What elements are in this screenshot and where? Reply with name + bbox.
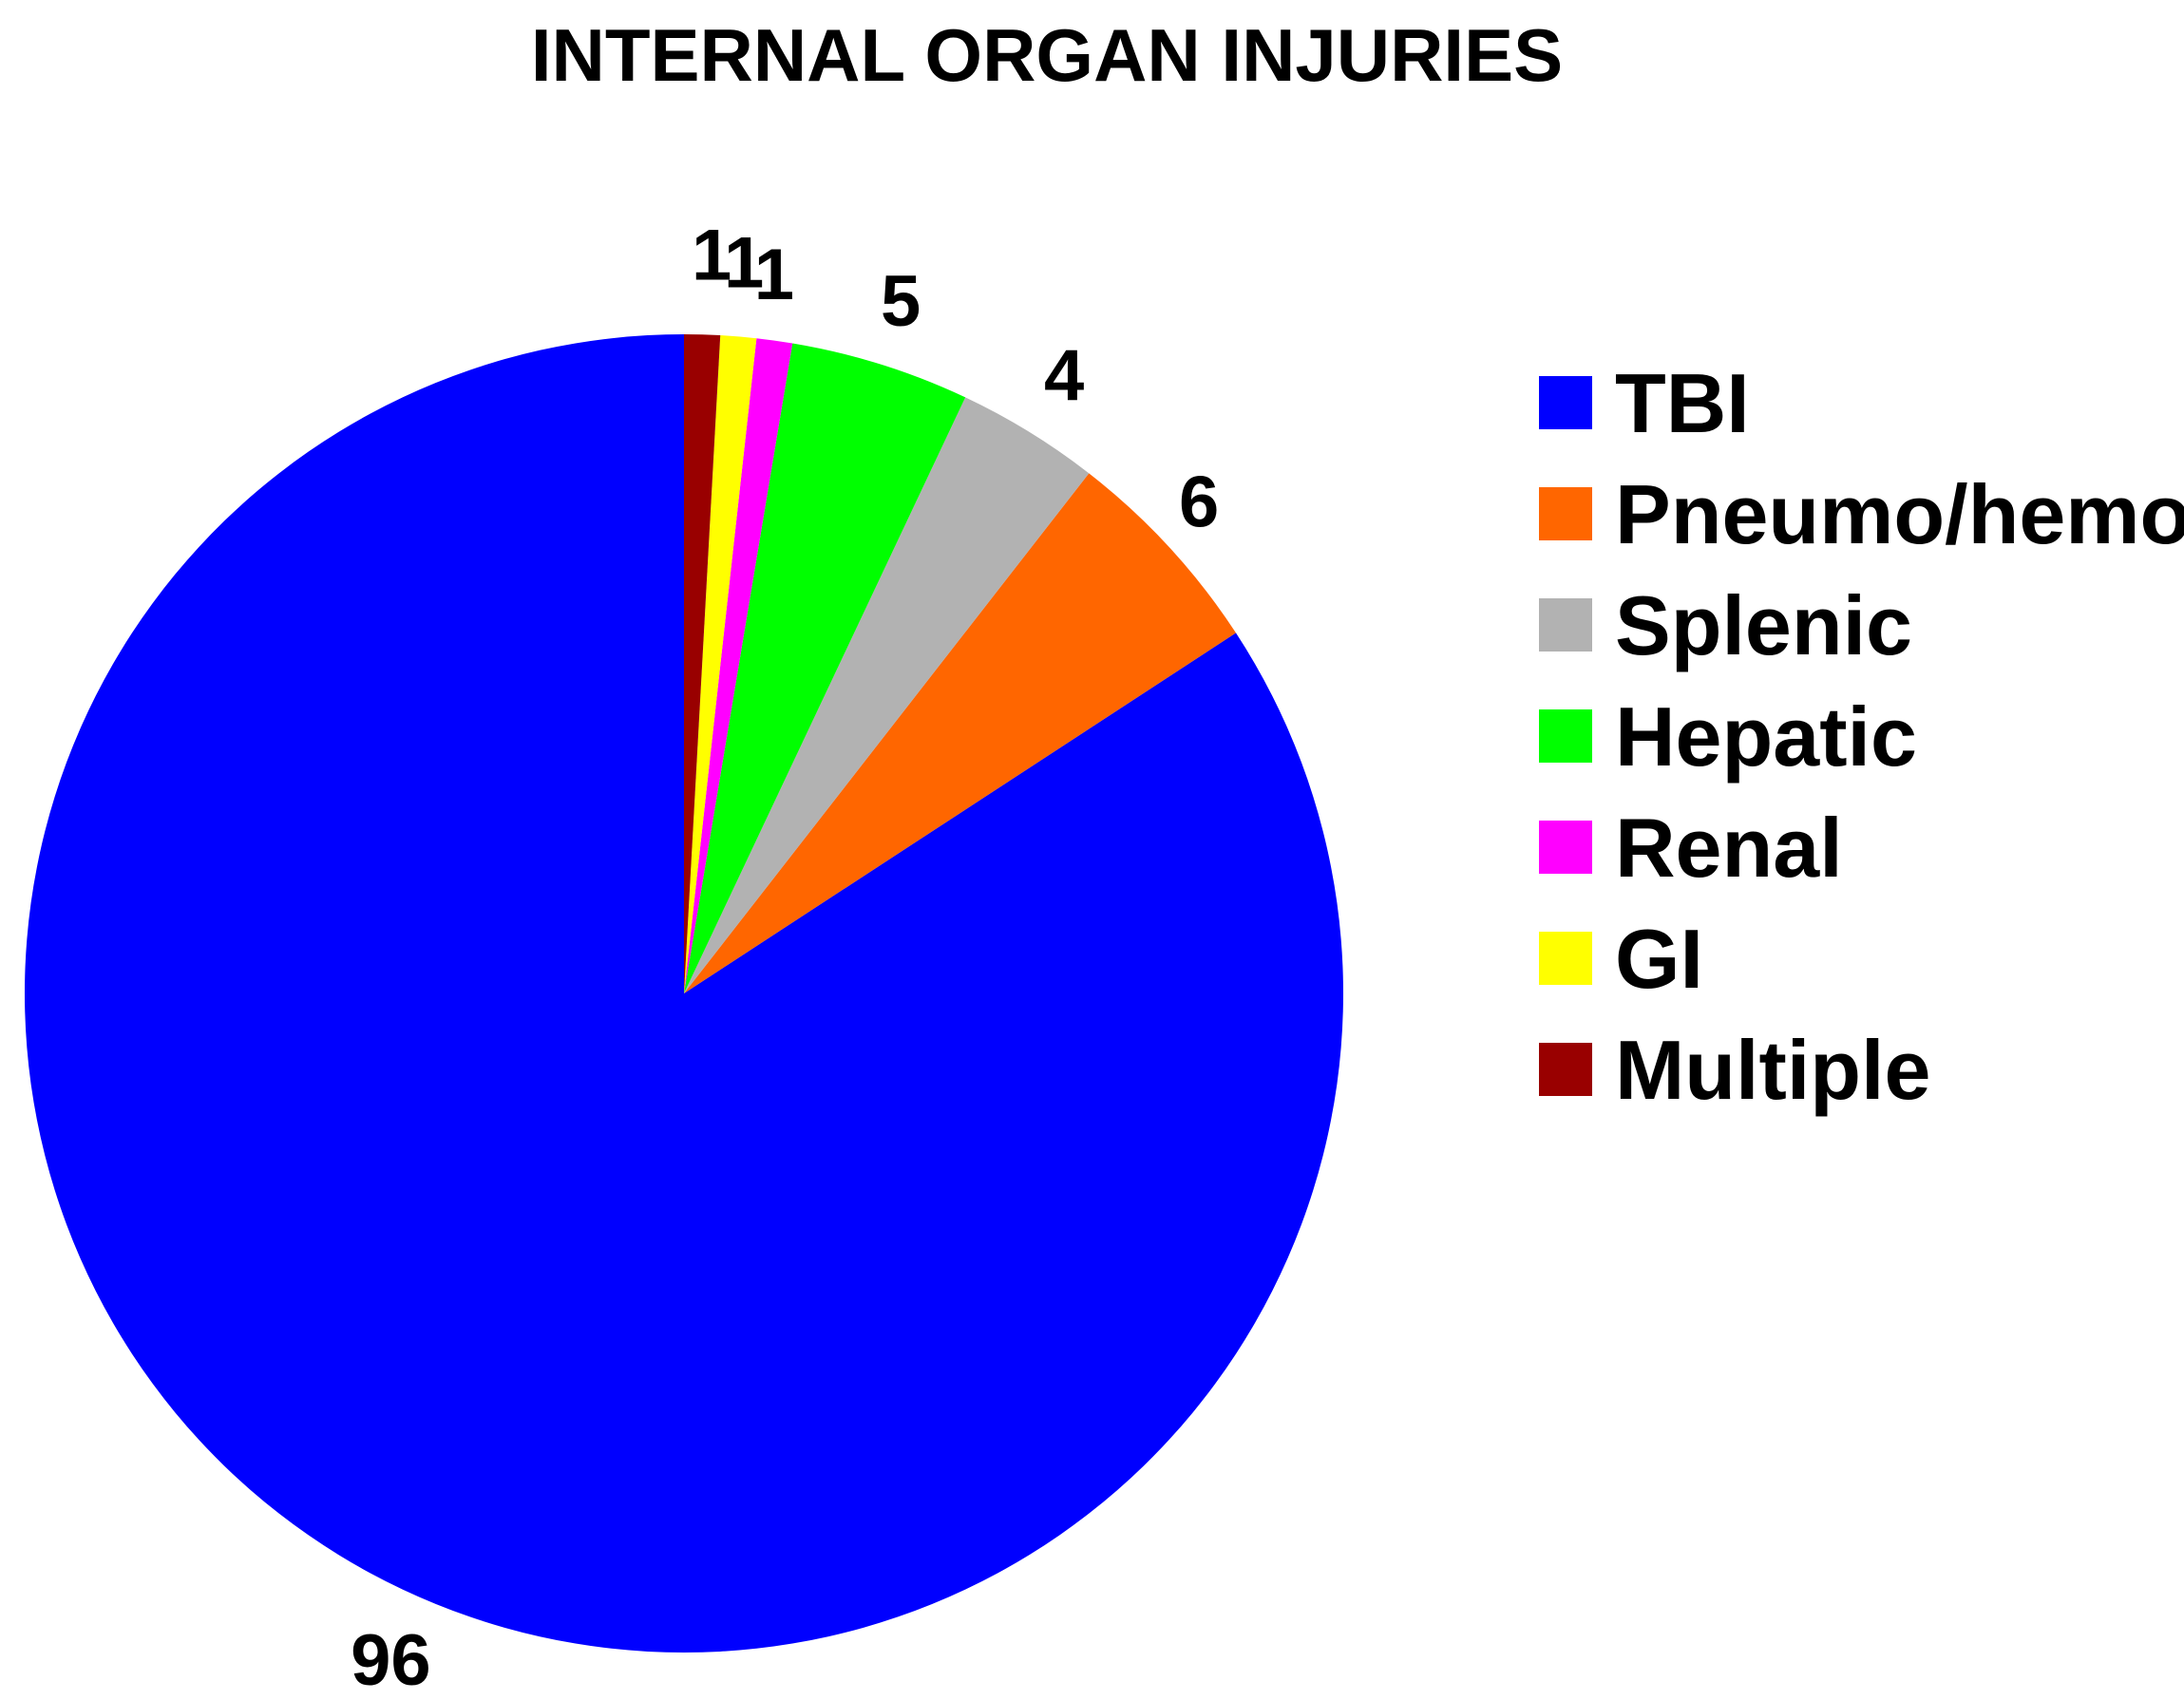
legend-swatch xyxy=(1539,932,1592,985)
legend-item-splenic: Splenic xyxy=(1539,578,1912,672)
legend-label: Multiple xyxy=(1615,1023,1930,1117)
legend-label: Pneumo/hemo xyxy=(1615,467,2184,561)
legend-label: Splenic xyxy=(1615,578,1912,672)
pie-slice-gi xyxy=(684,335,757,993)
pie-slice-hepatic xyxy=(684,343,966,994)
legend-swatch xyxy=(1539,598,1592,652)
data-label-tbi: 96 xyxy=(351,1620,431,1700)
legend-label: Hepatic xyxy=(1615,689,1917,784)
pie-slices xyxy=(24,334,1343,1653)
data-label-renal: 1 xyxy=(754,235,794,315)
legend: TBI Pneumo/hemo Splenic Hepatic Renal GI Multi… xyxy=(1539,356,2184,1117)
legend-swatch xyxy=(1539,1043,1592,1096)
legend-swatch xyxy=(1539,487,1592,540)
data-label-splenic: 4 xyxy=(1044,335,1084,416)
pie-slice-pneumo-hemo xyxy=(684,473,1236,994)
legend-swatch xyxy=(1539,821,1592,874)
legend-item-renal: Renal xyxy=(1539,801,1843,895)
legend-label: Renal xyxy=(1615,801,1843,895)
legend-item-gi: GI xyxy=(1539,912,1703,1006)
data-label-multiple: 1 xyxy=(692,215,731,295)
pie-slice-splenic xyxy=(684,397,1090,993)
legend-item-tbi: TBI xyxy=(1539,356,1750,450)
pie-slice-multiple xyxy=(684,334,721,993)
pie-data-labels: 96 6 4 5 111 xyxy=(351,215,1219,1700)
data-label-hepatic: 5 xyxy=(881,261,921,342)
legend-label: GI xyxy=(1615,912,1703,1006)
pie-slice-tbi xyxy=(24,334,1343,1653)
data-label-pneumo-hemo: 6 xyxy=(1179,463,1219,543)
legend-label: TBI xyxy=(1615,356,1750,450)
legend-swatch xyxy=(1539,376,1592,429)
legend-item-pneumo-hemo: Pneumo/hemo xyxy=(1539,467,2184,561)
pie-slice-renal xyxy=(684,338,793,994)
data-label-gi: 1 xyxy=(724,223,764,304)
legend-item-hepatic: Hepatic xyxy=(1539,689,1917,784)
chart-title: INTERNAL ORGAN INJURIES xyxy=(531,13,1563,97)
legend-item-multiple: Multiple xyxy=(1539,1023,1930,1117)
legend-swatch xyxy=(1539,709,1592,763)
